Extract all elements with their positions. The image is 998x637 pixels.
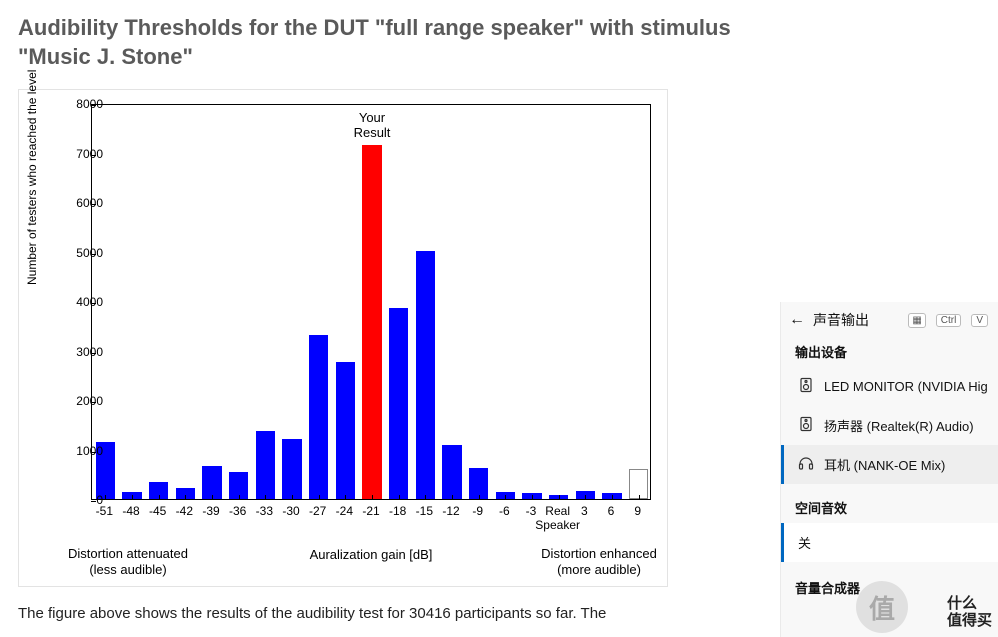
bar xyxy=(416,251,435,499)
xtick-label: -33 xyxy=(256,504,273,518)
xtick-label: 6 xyxy=(608,504,615,518)
xtick-label: -51 xyxy=(96,504,113,518)
ytick-label: 2000 xyxy=(63,394,103,408)
back-icon[interactable]: ← xyxy=(789,311,805,329)
watermark-badge: 值 xyxy=(856,581,908,633)
ytick-label: 6000 xyxy=(63,196,103,210)
xtick-label: 3 xyxy=(581,504,588,518)
ytick-label: 5000 xyxy=(63,246,103,260)
ytick-label: 4000 xyxy=(63,295,103,309)
kbd-ctrl: Ctrl xyxy=(936,314,962,327)
xtick-label: -24 xyxy=(336,504,353,518)
ytick-label: 8000 xyxy=(63,97,103,111)
output-device-item[interactable]: 耳机 (NANK-OE Mix) xyxy=(781,445,998,484)
device-label: 扬声器 (Realtek(R) Audio) xyxy=(824,416,974,435)
bar xyxy=(336,362,355,499)
output-device-item[interactable]: 扬声器 (Realtek(R) Audio) xyxy=(781,406,998,445)
xtick-label: RealSpeaker xyxy=(535,504,580,532)
caption-right-line2: (more audible) xyxy=(557,562,641,577)
grid-icon: ▦ xyxy=(908,313,925,328)
spatial-off-item[interactable]: 关 xyxy=(781,523,998,562)
device-label: 耳机 (NANK-OE Mix) xyxy=(824,455,945,474)
section-spatial: 空间音效 xyxy=(781,490,998,523)
bar xyxy=(442,445,461,499)
xtick-label: -36 xyxy=(229,504,246,518)
ytick-label: 3000 xyxy=(63,345,103,359)
xtick-label: -21 xyxy=(362,504,379,518)
speaker-icon xyxy=(798,377,814,396)
kbd-v: V xyxy=(971,314,988,327)
page-title: Audibility Thresholds for the DUT "full … xyxy=(18,14,760,71)
section-output-devices: 输出设备 xyxy=(781,334,998,367)
bar xyxy=(309,335,328,499)
xtick-label: -6 xyxy=(499,504,510,518)
ytick-label: 7000 xyxy=(63,147,103,161)
bar-your-result xyxy=(362,145,381,499)
xtick-label: -42 xyxy=(176,504,193,518)
chart-plot-area: YourResult xyxy=(91,104,651,500)
speaker-icon xyxy=(798,416,814,435)
panel-title: 声音输出 xyxy=(813,310,900,330)
xtick-label: -15 xyxy=(416,504,433,518)
bar xyxy=(389,308,408,500)
body-text: The figure above shows the results of th… xyxy=(18,605,668,622)
ytick-label: 1000 xyxy=(63,444,103,458)
xtick-label: -48 xyxy=(122,504,139,518)
bar xyxy=(256,431,275,499)
chart-xlabel: Auralization gain [dB] xyxy=(310,547,433,562)
output-device-item[interactable]: LED MONITOR (NVIDIA Hig xyxy=(781,367,998,406)
watermark-glyph: 值 xyxy=(869,589,895,626)
xtick-label: -27 xyxy=(309,504,326,518)
xtick-label: -39 xyxy=(202,504,219,518)
chart-card: Number of testers who reached the level … xyxy=(18,89,668,587)
caption-left-line2: (less audible) xyxy=(89,562,166,577)
chart-ylabel: Number of testers who reached the level xyxy=(25,70,39,285)
watermark-text: 什么 值得买 xyxy=(947,595,992,630)
bar xyxy=(282,439,301,499)
your-result-callout: YourResult xyxy=(354,111,391,141)
xtick-label: -18 xyxy=(389,504,406,518)
device-label: LED MONITOR (NVIDIA Hig xyxy=(824,379,988,394)
bar xyxy=(202,466,221,500)
caption-right-line1: Distortion enhanced xyxy=(541,546,657,561)
xtick-label: -30 xyxy=(282,504,299,518)
xtick-label: -9 xyxy=(472,504,483,518)
caption-left-line1: Distortion attenuated xyxy=(68,546,188,561)
headphones-icon xyxy=(798,455,814,474)
xtick-label: -45 xyxy=(149,504,166,518)
xtick-label: 9 xyxy=(634,504,641,518)
xtick-label: -12 xyxy=(442,504,459,518)
